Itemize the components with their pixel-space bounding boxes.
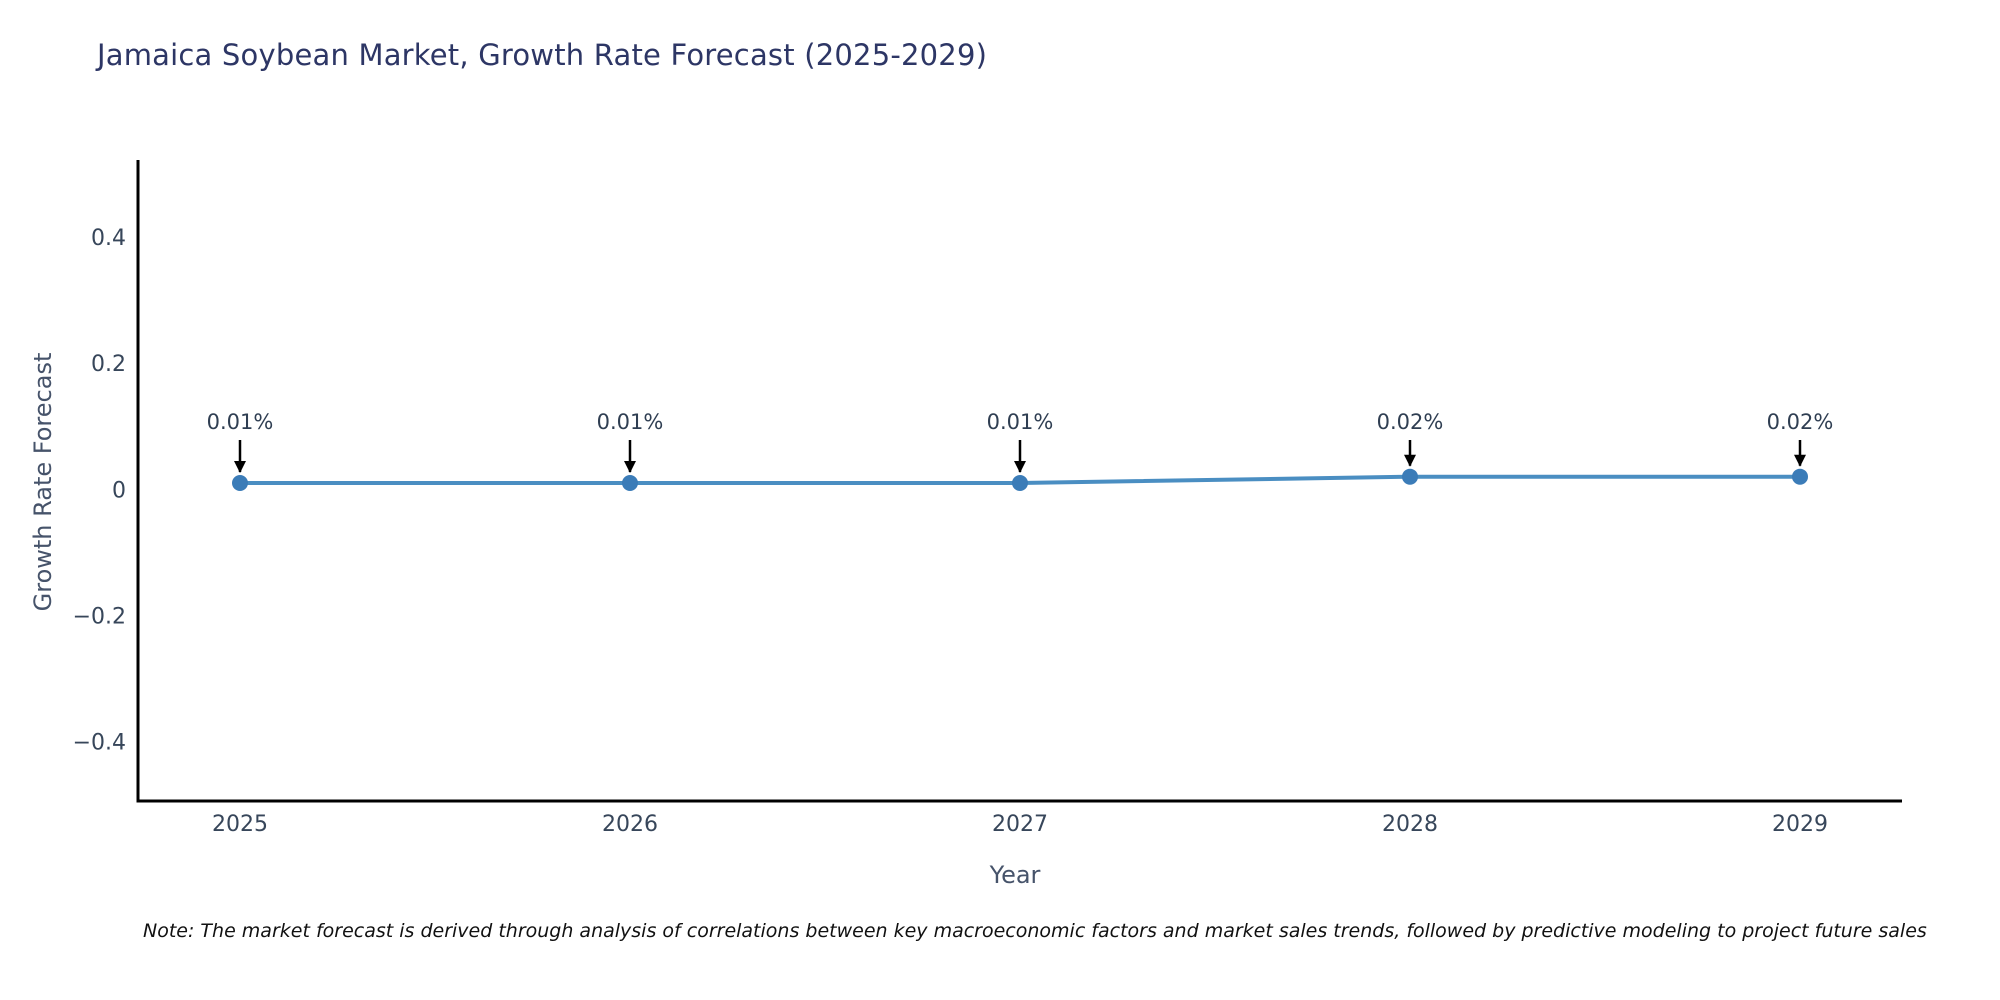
annotation-label: 0.02% <box>1767 410 1834 434</box>
y-tick-label: −0.2 <box>73 605 126 630</box>
x-tick-label: 2027 <box>992 812 1048 837</box>
x-tick-label: 2025 <box>212 812 268 837</box>
y-tick-label: −0.4 <box>73 731 126 756</box>
annotation-label: 0.02% <box>1377 410 1444 434</box>
data-point-marker <box>622 475 638 492</box>
x-axis-title: Year <box>989 861 1041 889</box>
data-point-marker <box>232 475 248 492</box>
y-tick-label: 0 <box>112 478 126 503</box>
annotation-label: 0.01% <box>207 410 274 434</box>
y-tick-label: 0.4 <box>91 226 126 251</box>
data-point-marker <box>1402 468 1418 485</box>
annotation-label: 0.01% <box>597 410 664 434</box>
footnote-text: Note: The market forecast is derived thr… <box>143 920 1927 942</box>
x-tick-label: 2026 <box>602 812 658 837</box>
y-axis-title: Growth Rate Forecast <box>29 352 57 612</box>
chart-title: Jamaica Soybean Market, Growth Rate Fore… <box>97 38 988 72</box>
x-tick-label: 2029 <box>1772 812 1828 837</box>
data-point-marker <box>1792 468 1808 485</box>
x-tick-label: 2028 <box>1382 812 1438 837</box>
y-tick-label: 0.2 <box>91 352 126 377</box>
annotation-label: 0.01% <box>987 410 1054 434</box>
data-point-marker <box>1012 475 1028 492</box>
